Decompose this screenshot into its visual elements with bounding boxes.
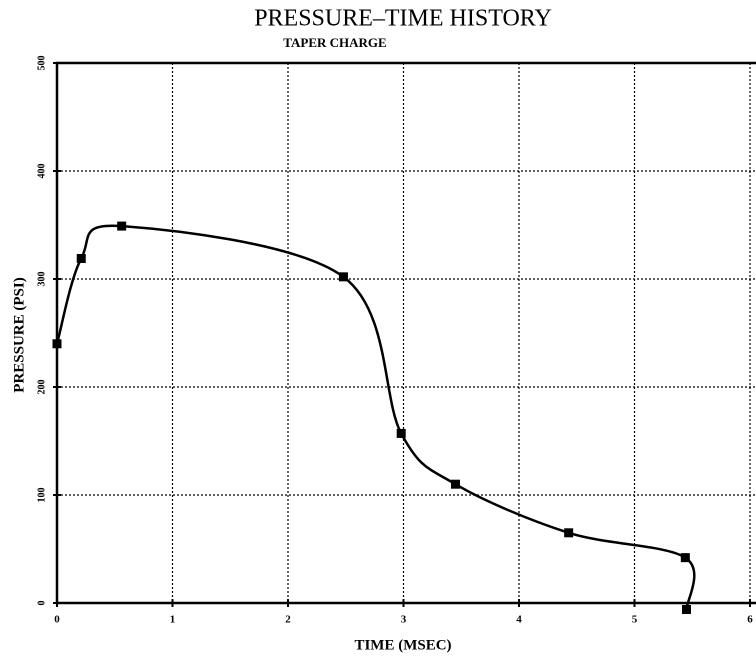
y-tick-label: 100: [36, 488, 47, 503]
plot-frame: [55, 61, 756, 605]
point: [450, 479, 460, 489]
x-tick-label: 6: [747, 614, 753, 626]
point: [564, 528, 574, 538]
y-tick-label: 300: [36, 272, 47, 287]
x-tick-label: 4: [516, 614, 522, 626]
point: [681, 604, 691, 614]
x-tick-label: 5: [632, 614, 638, 626]
point: [396, 428, 406, 438]
point: [338, 272, 348, 282]
x-tick-label: 1: [170, 614, 176, 626]
line: [55, 224, 696, 610]
point: [117, 221, 127, 231]
y-tick-label: 400: [36, 164, 47, 179]
point: [680, 553, 690, 563]
x-tick-label: 2: [285, 614, 291, 626]
y-tick-label: 0: [36, 601, 47, 606]
x-tick-label: 0: [54, 614, 60, 626]
y-tick-label: 200: [36, 380, 47, 395]
x-axis-label: TIME (MSEC): [354, 637, 451, 653]
chart-subtitle: TAPER CHARGE: [283, 35, 386, 50]
chart-title: PRESSURE–TIME HISTORY: [254, 6, 552, 32]
point: [52, 339, 62, 349]
y-axis-label: PRESSURE (PSI): [11, 277, 27, 392]
y-tick-label: 500: [36, 56, 47, 71]
point: [76, 253, 86, 263]
x-tick-label: 3: [401, 614, 407, 626]
